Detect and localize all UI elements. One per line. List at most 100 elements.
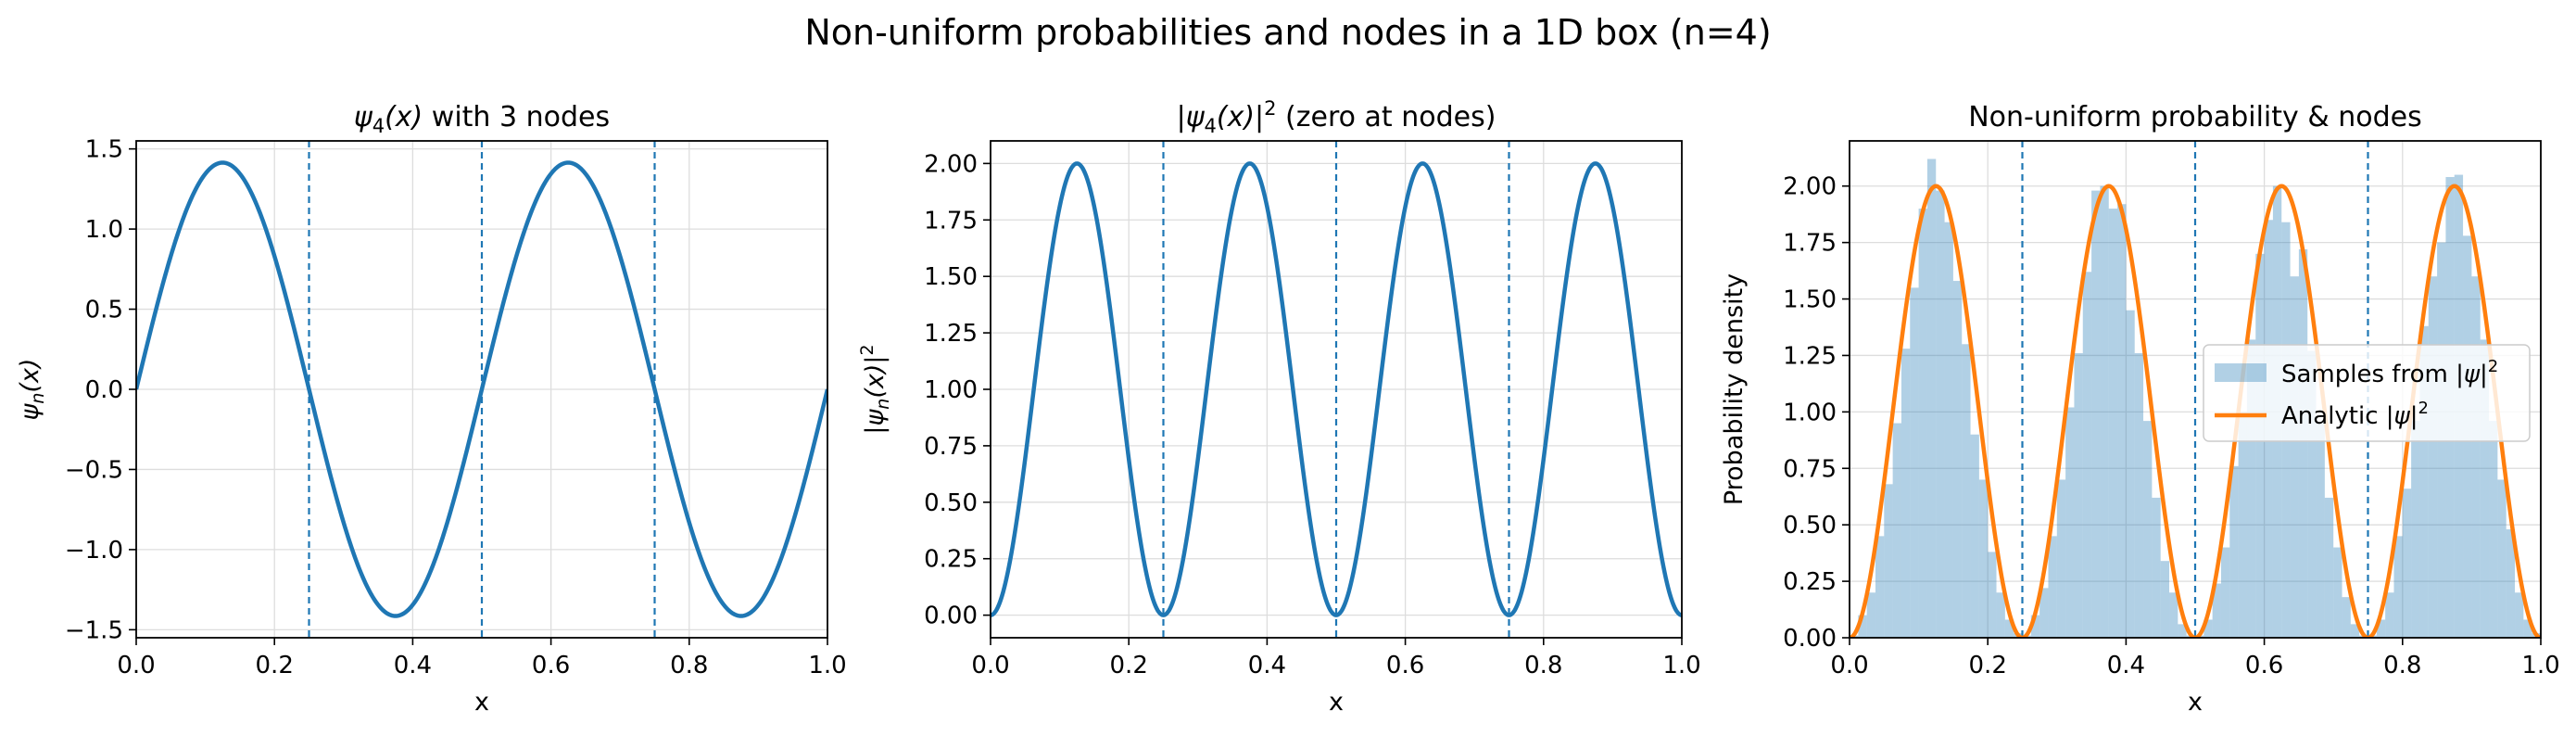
y-tick-label: 0.75	[1783, 455, 1837, 483]
y-tick-label: 1.00	[1783, 399, 1837, 426]
x-tick-label: 0.2	[1969, 652, 2007, 679]
ylabel-psi: ψ	[16, 402, 44, 420]
y-tick-label: 0.25	[924, 546, 978, 574]
legend-label-histogram: Samples from |ψ|2	[2281, 357, 2498, 388]
histogram-bar	[1900, 349, 1911, 638]
axes-frame	[1849, 140, 2542, 639]
x-tick-label: 0.6	[1386, 652, 1424, 679]
x-tick-label: 0.6	[2245, 652, 2283, 679]
histogram-bar	[1875, 536, 1885, 638]
histogram-bar	[2255, 253, 2265, 638]
y-tick-label: 0.50	[924, 489, 978, 517]
ylabel-subscript: n	[28, 393, 48, 404]
histogram-bar	[2004, 619, 2014, 638]
histogram-bar	[2307, 350, 2317, 638]
panel-probability-density: 0.0 0.2 0.4 0.6 0.8 1.0 0.00 0.25 0.50 0.75 1.00 1.…	[857, 97, 1701, 717]
histogram-bar	[2497, 479, 2507, 638]
histogram-bar	[2471, 276, 2481, 638]
histogram-bar	[2376, 619, 2386, 638]
histogram-bar	[2152, 497, 2161, 638]
ylabel-power: 2	[857, 344, 878, 355]
histogram-bar	[1884, 484, 1893, 638]
x-tick-label: 0.8	[1524, 652, 1562, 679]
histogram-bar	[2333, 547, 2342, 638]
y-tick-label: 1.25	[924, 320, 978, 348]
y-axis-label: ψn(x)	[16, 359, 48, 421]
x-tick-label: 0.8	[670, 652, 708, 679]
histogram-bar	[1978, 479, 1989, 638]
histogram-bar	[2126, 310, 2135, 638]
histogram-bar	[2082, 272, 2092, 638]
histogram-bar	[1962, 344, 1971, 638]
title-close: |	[1255, 101, 1264, 133]
histogram-bar	[2419, 325, 2429, 638]
y-tick-label: 1.50	[1783, 286, 1837, 314]
histogram-bar	[2324, 497, 2334, 638]
title-rest: with 3 nodes	[423, 101, 610, 133]
x-tick-label: 0.0	[1830, 652, 1868, 679]
series-line	[136, 160, 827, 618]
histogram-bar	[2489, 421, 2498, 638]
title-psi: ψ	[1186, 101, 1206, 133]
title-subscript: 4	[373, 115, 385, 137]
y-tick-label: 1.00	[924, 376, 978, 404]
histogram-bar	[1988, 552, 1997, 638]
x-tick-label: 0.2	[256, 652, 294, 679]
legend-label-analytic: Analytic |ψ|2	[2281, 399, 2429, 430]
histogram-bar	[2515, 592, 2524, 638]
histogram-bar	[2298, 248, 2308, 638]
y-tick-label: −1.0	[65, 537, 123, 565]
histogram-bar	[2220, 547, 2230, 638]
y-tick-label: 0.50	[1783, 512, 1837, 539]
histogram-bar	[2385, 592, 2394, 638]
ylabel-psi: ψ	[861, 409, 890, 426]
panel-title: |ψ4(x)|2 (zero at nodes)	[1177, 97, 1496, 137]
y-tick-label: 0.00	[1783, 625, 1837, 653]
histogram-bar	[2212, 583, 2221, 638]
x-tick-label: 0.8	[2383, 652, 2421, 679]
y-tick-label: 1.50	[924, 263, 978, 291]
histogram-bar	[2350, 624, 2360, 638]
histogram-bar	[2203, 619, 2213, 638]
y-tick-label: 1.75	[1783, 230, 1837, 258]
y-tick-label: 1.25	[1783, 342, 1837, 370]
y-tick-label: 0.0	[85, 376, 123, 404]
histogram-bar	[1926, 159, 1937, 638]
y-tick-label: 2.00	[1783, 173, 1837, 201]
histogram-bar	[2065, 407, 2075, 638]
ylabel-arg: (x)	[861, 364, 890, 399]
legend: Samples from |ψ|2 Analytic |ψ|2	[2203, 344, 2531, 442]
y-tick-label: 0.25	[1783, 568, 1837, 596]
histogram-bar	[1858, 615, 1867, 638]
y-tick-label: 1.0	[85, 216, 123, 244]
panel-wavefunction: 0.0 0.2 0.4 0.6 0.8 1.0 −1.5 −1.0 −0.5 0.0 0.5 1.0 1…	[16, 101, 847, 717]
histogram-bar	[2428, 276, 2438, 638]
figure-title: Non-uniform probabilities and nodes in a…	[804, 12, 1771, 53]
histogram-bar	[2091, 190, 2101, 638]
histogram-bar	[2411, 421, 2420, 638]
plot-area: 0.0 0.2 0.4 0.6 0.8 1.0 −1.5 −1.0 −0.5 0.0 0.5 1.0 1…	[65, 136, 847, 717]
title-subscript: 4	[1204, 115, 1216, 137]
ylabel-arg: (x)	[16, 359, 44, 393]
histogram-bar	[2143, 421, 2153, 638]
y-tick-label: 2.00	[924, 150, 978, 178]
title-arg: (x)	[1217, 101, 1255, 133]
histogram-bar	[1892, 423, 1901, 638]
histogram-bar	[2048, 536, 2057, 638]
histogram-bar	[1936, 190, 1945, 638]
plot-content	[991, 141, 1682, 638]
histogram-bar	[2160, 561, 2170, 638]
histogram-bar	[2039, 588, 2049, 638]
plot-content	[136, 141, 827, 638]
histogram-bar	[2246, 339, 2256, 638]
histogram-bar	[2480, 339, 2490, 638]
histogram-bar	[2393, 536, 2403, 638]
x-axis-label: x	[474, 688, 489, 717]
panel-title: ψ4(x) with 3 nodes	[354, 101, 610, 137]
histogram-bar	[2506, 529, 2516, 638]
histogram-bar	[2238, 412, 2247, 638]
histogram-bar	[2169, 592, 2178, 638]
histogram-bar	[2290, 276, 2299, 638]
histogram-bar	[1996, 592, 2005, 638]
